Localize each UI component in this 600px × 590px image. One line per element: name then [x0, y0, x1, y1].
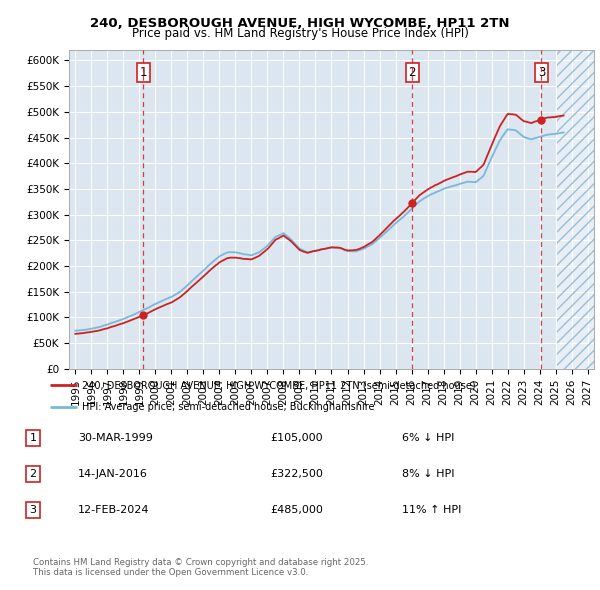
Text: 30-MAR-1999: 30-MAR-1999: [78, 433, 153, 442]
Text: 3: 3: [29, 505, 37, 514]
Text: Contains HM Land Registry data © Crown copyright and database right 2025.
This d: Contains HM Land Registry data © Crown c…: [33, 558, 368, 577]
Text: £485,000: £485,000: [270, 505, 323, 514]
Text: 11% ↑ HPI: 11% ↑ HPI: [402, 505, 461, 514]
Text: 240, DESBOROUGH AVENUE, HIGH WYCOMBE, HP11 2TN: 240, DESBOROUGH AVENUE, HIGH WYCOMBE, HP…: [90, 17, 510, 30]
Text: 2: 2: [29, 469, 37, 478]
Bar: [557, 50, 594, 369]
Text: HPI: Average price, semi-detached house, Buckinghamshire: HPI: Average price, semi-detached house,…: [83, 402, 375, 412]
Bar: [557, 50, 594, 369]
Text: 3: 3: [538, 66, 545, 79]
Text: 8% ↓ HPI: 8% ↓ HPI: [402, 469, 455, 478]
Text: £322,500: £322,500: [270, 469, 323, 478]
Text: 240, DESBOROUGH AVENUE, HIGH WYCOMBE, HP11 2TN (semi-detached house): 240, DESBOROUGH AVENUE, HIGH WYCOMBE, HP…: [83, 381, 476, 391]
Text: £105,000: £105,000: [270, 433, 323, 442]
Text: Price paid vs. HM Land Registry's House Price Index (HPI): Price paid vs. HM Land Registry's House …: [131, 27, 469, 40]
Text: 14-JAN-2016: 14-JAN-2016: [78, 469, 148, 478]
Text: 12-FEB-2024: 12-FEB-2024: [78, 505, 149, 514]
Text: 2: 2: [409, 66, 416, 79]
Text: 1: 1: [29, 433, 37, 442]
Text: 6% ↓ HPI: 6% ↓ HPI: [402, 433, 454, 442]
Text: 1: 1: [140, 66, 147, 79]
